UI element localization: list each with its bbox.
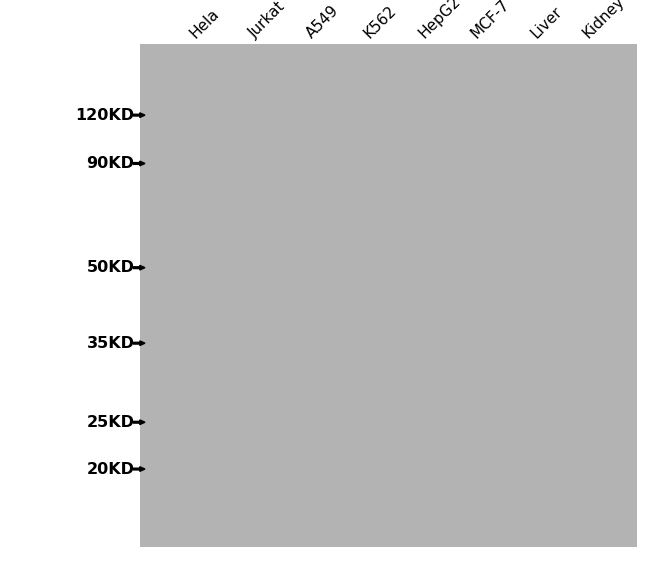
Text: K562: K562 <box>361 2 399 41</box>
Text: MCF-7: MCF-7 <box>468 0 512 41</box>
Ellipse shape <box>174 273 200 282</box>
Text: 35KD: 35KD <box>86 336 135 351</box>
Ellipse shape <box>157 205 217 236</box>
Text: 20KD: 20KD <box>86 462 135 477</box>
Ellipse shape <box>337 207 385 235</box>
Ellipse shape <box>565 215 595 227</box>
Ellipse shape <box>448 211 488 230</box>
Ellipse shape <box>295 275 313 281</box>
Text: Liver: Liver <box>528 3 565 41</box>
Ellipse shape <box>231 271 262 285</box>
Text: A549: A549 <box>304 2 343 41</box>
Text: HepG2: HepG2 <box>416 0 463 41</box>
Ellipse shape <box>559 210 601 232</box>
Ellipse shape <box>226 210 268 232</box>
Ellipse shape <box>344 268 378 288</box>
Ellipse shape <box>512 213 543 229</box>
Ellipse shape <box>505 207 551 235</box>
Ellipse shape <box>344 213 378 229</box>
Text: 50KD: 50KD <box>86 260 135 275</box>
Ellipse shape <box>454 215 482 226</box>
Ellipse shape <box>349 272 373 283</box>
Ellipse shape <box>402 215 430 226</box>
Ellipse shape <box>284 211 324 230</box>
Text: Hela: Hela <box>187 6 222 41</box>
Ellipse shape <box>166 212 208 229</box>
Ellipse shape <box>168 269 205 286</box>
Ellipse shape <box>232 215 261 227</box>
Ellipse shape <box>291 272 317 283</box>
Text: 120KD: 120KD <box>75 108 135 123</box>
Ellipse shape <box>395 211 436 230</box>
Ellipse shape <box>236 274 257 282</box>
Text: Kidney: Kidney <box>580 0 627 41</box>
Ellipse shape <box>290 215 318 226</box>
Text: 90KD: 90KD <box>86 156 135 171</box>
Text: Jurkat: Jurkat <box>246 0 289 41</box>
Text: 25KD: 25KD <box>86 415 135 430</box>
